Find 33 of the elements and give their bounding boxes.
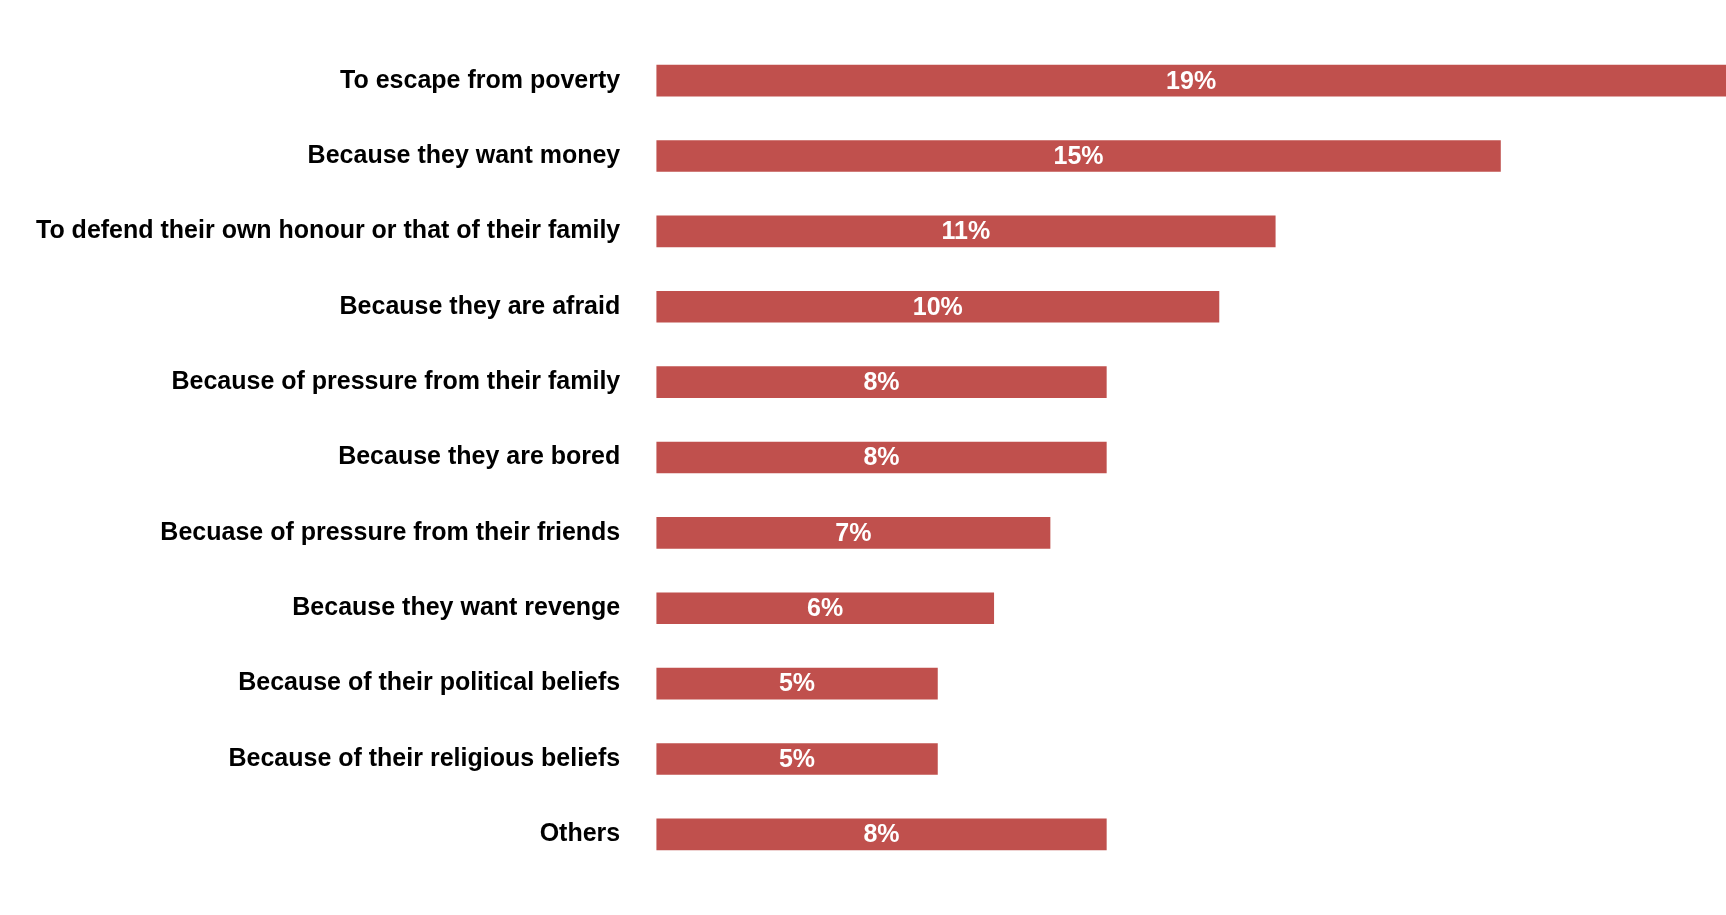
y-tick-label: Becuase of pressure from their friends — [160, 516, 621, 545]
y-tick-label: Because of their religious beliefs — [228, 742, 621, 771]
data-label: 8% — [863, 442, 900, 471]
data-label: 15% — [1053, 140, 1104, 169]
bar — [656, 517, 1051, 549]
y-tick-label: Because of their political beliefs — [238, 667, 621, 696]
bar — [656, 215, 1276, 248]
data-label: 10% — [912, 291, 963, 320]
bar — [656, 366, 1107, 398]
bar — [656, 592, 995, 625]
bar — [656, 667, 938, 700]
data-label: 5% — [778, 668, 816, 697]
y-tick-label: Because they are bored — [338, 441, 621, 470]
data-label: 5% — [778, 743, 816, 772]
data-label: 6% — [807, 593, 844, 622]
data-label: 7% — [835, 517, 872, 546]
bar — [656, 743, 938, 775]
data-label: 19% — [1166, 65, 1217, 94]
y-tick-label: Because they want money — [307, 139, 621, 168]
y-tick-label: Others — [539, 818, 621, 847]
data-label: 11% — [941, 216, 991, 245]
y-tick-label: Because of pressure from their family — [171, 366, 621, 395]
data-label: 8% — [863, 819, 900, 848]
data-label: 8% — [863, 367, 900, 396]
y-tick-label: To escape from poverty — [340, 64, 621, 93]
bar — [656, 441, 1107, 474]
bar — [656, 818, 1107, 851]
y-tick-label: To defend their own honour or that of their family — [35, 215, 621, 244]
bar — [656, 140, 1501, 172]
bar — [656, 64, 1726, 97]
bar — [656, 290, 1220, 323]
y-tick-label: Because they are afraid — [339, 290, 621, 319]
y-tick-label: Because they want revenge — [292, 592, 621, 621]
